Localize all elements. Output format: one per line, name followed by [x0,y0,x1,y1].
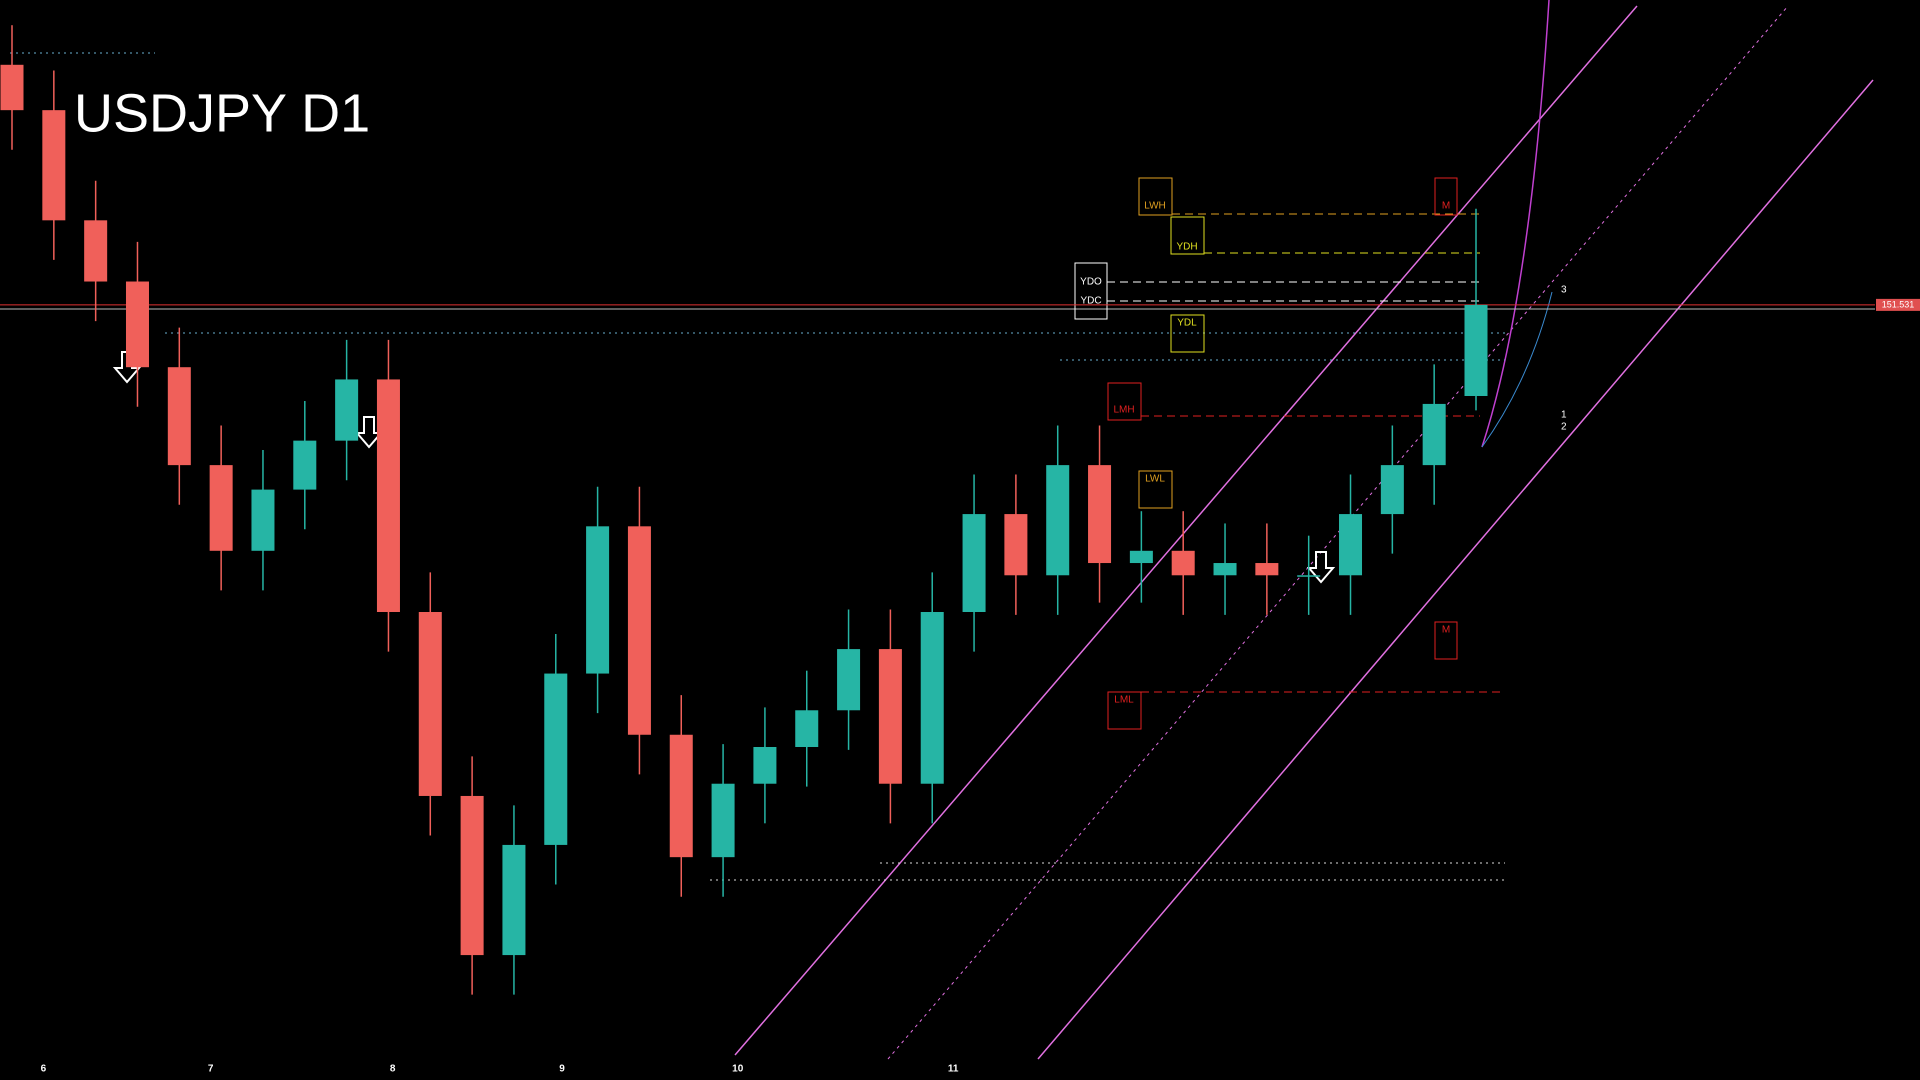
level-box [1138,470,1173,509]
price-label: 151.531 [1882,299,1915,309]
candle-body [878,649,902,784]
x-tick-label: 6 [41,1064,47,1075]
candle-body [711,783,735,858]
x-tick-label: 11 [948,1064,959,1075]
level-box [1434,621,1458,660]
candle-body [376,379,400,612]
candle-body [795,710,819,747]
level-box [1434,177,1458,216]
candle-body [1255,563,1279,576]
candle-body [418,612,442,796]
candle-body [167,367,191,466]
candle-body [502,844,526,956]
candle-body [920,612,944,784]
channel-line [1037,79,1874,1060]
channel-label: 2 [1561,422,1567,433]
candle-body [0,64,24,111]
candle-body [1004,514,1028,576]
candle-body [42,110,66,221]
candle-body [293,440,317,490]
level-box [1170,314,1205,353]
candle-body [753,747,777,784]
candle-body [962,514,986,612]
chart-title: USDJPY D1 [74,83,370,143]
level-label: LWL [1145,474,1165,485]
x-tick-label: 7 [208,1064,214,1075]
candle-body [627,526,651,735]
candle-body [460,795,484,956]
candle-body [1129,550,1153,564]
candle-body [1380,465,1404,515]
candle-body [1339,514,1363,576]
candle-body [1464,304,1488,396]
candle-body [125,281,149,368]
level-label: YDH [1176,242,1197,253]
candle-body [209,465,233,551]
candle-body [1046,465,1070,576]
candle-body [837,649,861,711]
candle-body [84,220,108,282]
candle-body [1422,403,1446,466]
signal-arrow [1306,551,1336,584]
level-label: LWH [1144,201,1165,212]
candle-body [1213,563,1237,576]
price-tag [1876,298,1920,311]
projection-curve [1481,291,1553,448]
level-box [1107,382,1142,421]
candle-body [669,734,693,858]
candle-body [586,526,610,674]
level-label: YDO [1080,277,1102,288]
level-label: YDL [1177,318,1197,329]
level-box [1170,216,1205,255]
level-label: M [1442,625,1450,636]
level-box [1138,177,1173,216]
level-label: LML [1114,695,1134,706]
level-box [1074,262,1108,320]
candle-body [1088,465,1112,564]
level-label: M [1442,201,1450,212]
projection-curve [1481,0,1550,448]
channel-label: 1 [1561,410,1567,421]
signal-arrow [354,416,384,449]
candle-body [1297,575,1321,577]
level-label: YDC [1080,296,1101,307]
x-tick-label: 10 [732,1064,744,1075]
x-tick-label: 9 [559,1064,565,1075]
level-box [1107,691,1142,730]
candle-body [544,673,568,845]
x-tick-label: 8 [390,1064,396,1075]
candle-body [1171,550,1195,576]
channel-label: 3 [1561,285,1567,296]
candle-body [335,379,359,441]
level-label: LMH [1113,405,1134,416]
candle-body [251,489,275,551]
